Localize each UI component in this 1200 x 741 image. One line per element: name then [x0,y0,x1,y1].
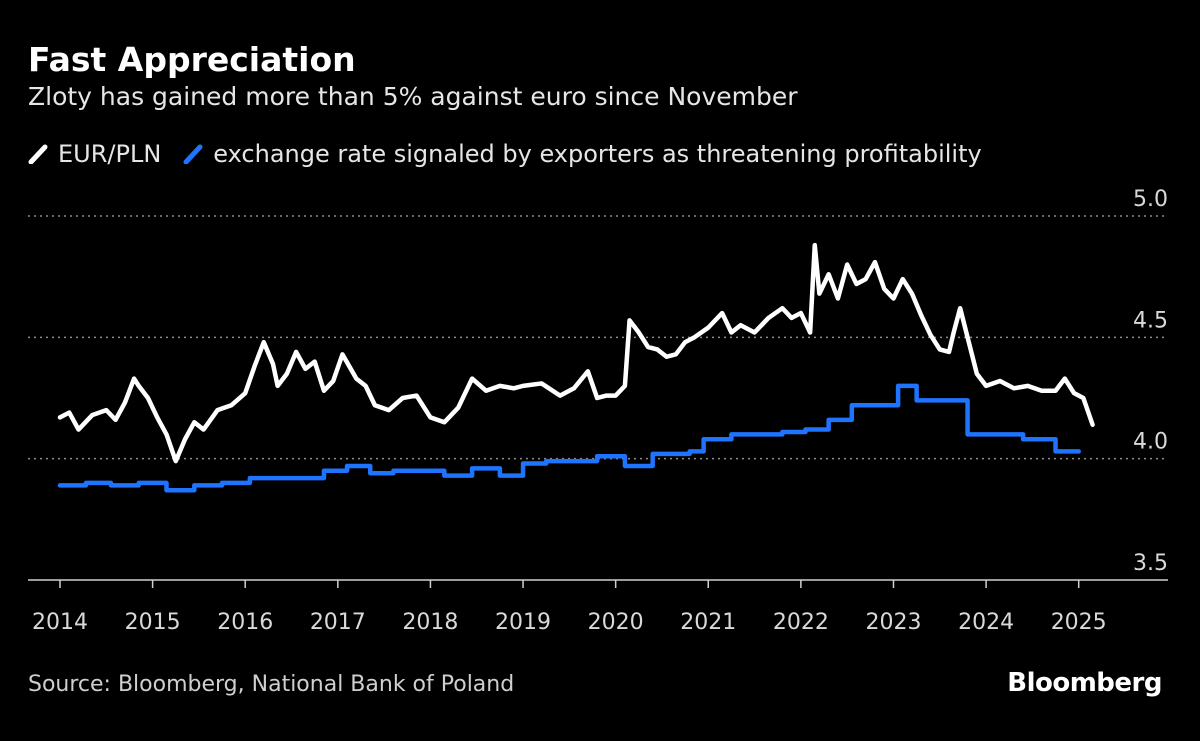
series-line-eurpln [57,242,1095,464]
legend-item-eurpln: EUR/PLN [28,140,161,168]
y-tick-label: 5.0 [1133,187,1168,212]
y-tick-label: 4.5 [1133,308,1168,333]
x-tick-label: 2017 [310,610,366,635]
legend-label-exporter-threshold: exchange rate signaled by exporters as t… [213,140,982,168]
x-tick-label: 2019 [495,610,551,635]
x-tick-label: 2023 [865,610,921,635]
x-tick-label: 2018 [402,610,458,635]
chart-title: Fast Appreciation [28,40,356,79]
x-tick-label: 2014 [32,610,88,635]
bloomberg-logo: Bloomberg [1007,668,1162,698]
y-tick-label: 4.0 [1133,430,1168,455]
y-tick-label: 3.5 [1133,551,1168,576]
x-tick-label: 2025 [1051,610,1107,635]
x-tick-label: 2020 [588,610,644,635]
legend-item-exporter-threshold: exchange rate signaled by exporters as t… [183,140,982,168]
x-tick-label: 2022 [773,610,829,635]
x-tick-label: 2024 [958,610,1014,635]
legend-swatch-exporter-threshold [183,144,203,164]
x-tick-label: 2016 [217,610,273,635]
x-tick-label: 2015 [125,610,181,635]
legend-swatch-eurpln [28,144,48,164]
chart-legend: EUR/PLN exchange rate signaled by export… [28,137,1004,171]
series-line-exporter-threshold [57,383,1081,493]
source-note: Source: Bloomberg, National Bank of Pola… [28,672,515,697]
chart-subtitle: Zloty has gained more than 5% against eu… [28,82,798,111]
legend-label-eurpln: EUR/PLN [58,140,162,168]
x-tick-label: 2021 [680,610,736,635]
